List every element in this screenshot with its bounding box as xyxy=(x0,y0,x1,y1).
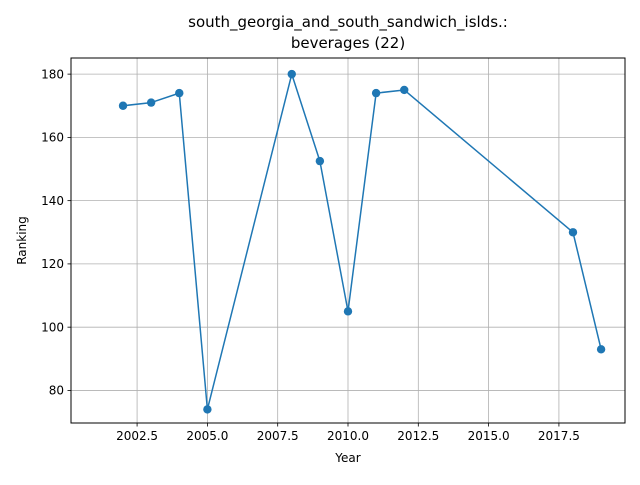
data-point xyxy=(315,156,325,166)
data-point xyxy=(568,228,578,237)
data-point xyxy=(371,88,381,98)
data-point xyxy=(287,69,296,79)
y-tick-label: 160 xyxy=(41,131,64,145)
data-point xyxy=(343,307,353,316)
y-tick-label: 80 xyxy=(49,384,64,398)
data-point xyxy=(175,88,184,98)
y-tick-label: 180 xyxy=(41,67,64,81)
data-point xyxy=(596,345,606,354)
x-tick-label: 2002.5 xyxy=(116,429,158,443)
y-tick-label: 120 xyxy=(41,257,64,271)
series-layer xyxy=(118,69,606,414)
chart-title-line-2: beverages (22) xyxy=(291,34,405,52)
y-tick-label: 140 xyxy=(41,194,64,208)
x-axis-label: Year xyxy=(334,451,360,465)
x-tick-label: 2015.0 xyxy=(468,429,510,443)
chart-title-line-1: south_georgia_and_south_sandwich_islds.: xyxy=(188,13,508,32)
y-axis-label: Ranking xyxy=(15,216,29,265)
data-point xyxy=(400,85,409,95)
axis-ticks: 2002.5 2005.0 2007.5 2010.0 2012.5 2015.0 2017… xyxy=(41,67,580,443)
x-tick-label: 2010.0 xyxy=(327,429,369,443)
data-point xyxy=(203,405,212,414)
x-tick-label: 2017.5 xyxy=(538,429,580,443)
data-point xyxy=(146,98,156,107)
y-tick-label: 100 xyxy=(41,320,64,334)
x-tick-label: 2007.5 xyxy=(257,429,299,443)
x-tick-label: 2012.5 xyxy=(397,429,439,443)
grid-lines xyxy=(71,58,625,423)
x-tick-label: 2005.0 xyxy=(186,429,228,443)
data-point xyxy=(118,101,128,110)
